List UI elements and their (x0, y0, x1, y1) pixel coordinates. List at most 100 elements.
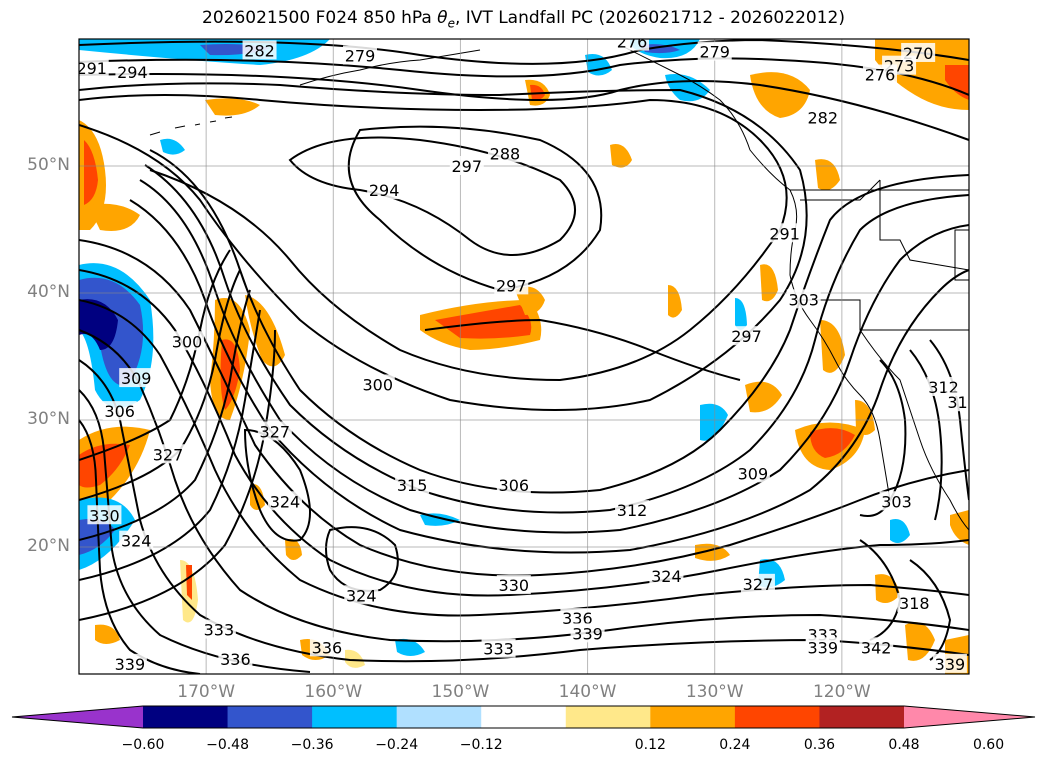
lon-tick-label: 160°W (304, 682, 363, 702)
lat-tick-label: 40°N (27, 282, 70, 302)
contour-label: 339 (935, 655, 966, 674)
contour-label: 333 (483, 640, 514, 659)
contour-label: 291 (769, 224, 800, 243)
contour-label-bg (740, 573, 775, 593)
contour-label-bg (697, 41, 732, 61)
contour-label-bg (496, 575, 531, 595)
colorbar-tick-label: −0.48 (206, 737, 249, 753)
contour-label: 327 (260, 422, 291, 441)
contour-label-bg (342, 45, 377, 65)
contour-label-bg (932, 653, 967, 673)
colorbar-tick-label: 0.24 (719, 737, 751, 753)
contour-label: 300 (172, 332, 203, 351)
contour-label-bg (119, 368, 154, 388)
contour-label: 288 (490, 144, 521, 163)
contour-label-bg (786, 289, 821, 309)
contour-label-bg (494, 275, 529, 295)
contour-label-bg (395, 474, 430, 494)
colorbar-segment (312, 706, 398, 728)
contour-label: 294 (369, 181, 400, 200)
contour-label-bg (615, 500, 650, 520)
contour-label-bg (79, 58, 109, 78)
contour-label-bg (201, 619, 236, 639)
contour-label: 276 (617, 33, 648, 52)
colorbar-segment (481, 706, 567, 728)
contour-label: 306 (499, 476, 530, 495)
contour-label: 330 (89, 506, 120, 525)
colorbar-tick-label: 0.48 (888, 737, 920, 753)
contour-label: 318 (899, 594, 930, 613)
lat-tick-label: 50°N (27, 155, 70, 175)
colorbar-tick-label: 0.36 (803, 737, 836, 753)
lat-tick-label: 30°N (27, 409, 70, 429)
colorbar-extend-min (12, 706, 143, 728)
contour-label: 309 (738, 464, 769, 483)
contour-label-bg (309, 637, 344, 657)
title-subscript: e (447, 16, 455, 31)
contour-label: 324 (651, 567, 682, 586)
contour-label-bg (926, 376, 961, 396)
contour-label-bg (767, 223, 802, 243)
contour-label: 297 (731, 327, 762, 346)
lon-tick-label: 150°W (431, 682, 490, 702)
contour-label-bg (170, 331, 205, 351)
lon-tick-label: 130°W (685, 682, 744, 702)
contour-label: 279 (345, 47, 376, 66)
contour-label-bg (487, 143, 522, 163)
lat-tick-label: 20°N (27, 536, 70, 556)
contour-label-bg (897, 592, 932, 612)
contour-label: 333 (204, 621, 235, 640)
contour-label: 342 (861, 638, 892, 657)
colorbar-extend-max (904, 706, 1035, 728)
contour-label: 315 (397, 476, 428, 495)
contour-label-bg (242, 40, 277, 60)
lon-tick-label: 140°W (558, 682, 617, 702)
colorbar-tick-label: −0.12 (459, 737, 503, 753)
contour-label-bg (112, 653, 147, 673)
contour-label: 336 (220, 650, 251, 669)
colorbar-segment (734, 706, 820, 728)
title-prefix: 2026021500 F024 850 hPa (202, 8, 438, 28)
contour-label-bg (859, 637, 894, 657)
contour-label: 309 (121, 369, 152, 388)
colorbar-outline (11, 705, 1036, 729)
contour-label: 339 (572, 624, 603, 643)
contour-label-bg (863, 64, 897, 84)
colorbar-segment (227, 706, 313, 728)
contour-label-bg (945, 392, 969, 412)
colorbar-segment (650, 706, 736, 728)
contour-label: 279 (699, 43, 730, 62)
colorbar-tick-label: −0.24 (375, 737, 419, 753)
lon-tick-label: 120°W (812, 682, 871, 702)
contour-label-bg (102, 401, 137, 421)
contour-label: 282 (808, 109, 839, 128)
contour-label: 324 (346, 586, 377, 605)
contour-label: 336 (312, 638, 343, 657)
colorbar-tick-label: 0.12 (634, 737, 666, 753)
contour-label: 297 (452, 157, 483, 176)
colorbar-segment (819, 706, 905, 728)
colorbar (11, 705, 1036, 729)
colorbar-tick-label: −0.36 (290, 737, 334, 753)
contour-label: 297 (496, 276, 527, 295)
contour-label: 339 (808, 638, 839, 657)
contour-label: 324 (270, 492, 301, 511)
contour-label: 303 (881, 492, 912, 511)
contour-label: 312 (617, 501, 648, 520)
contour-label: 327 (153, 445, 184, 464)
contour-label-bg (560, 608, 595, 628)
lon-tick-label: 170°W (177, 682, 236, 702)
coastlines (149, 44, 969, 531)
theta-e-contours (79, 39, 969, 674)
map-frame (78, 38, 970, 675)
contour-label-bg (367, 180, 402, 200)
contour-label-bg (481, 638, 516, 658)
figure-title: 2026021500 F024 850 hPa θe, IVT Landfall… (0, 8, 1047, 30)
colorbar-segment (565, 706, 651, 728)
contour-label: 315 (947, 393, 978, 412)
contour-label-bg (805, 107, 840, 127)
contour-label-bg (218, 648, 253, 668)
contour-label-bg (496, 474, 531, 494)
